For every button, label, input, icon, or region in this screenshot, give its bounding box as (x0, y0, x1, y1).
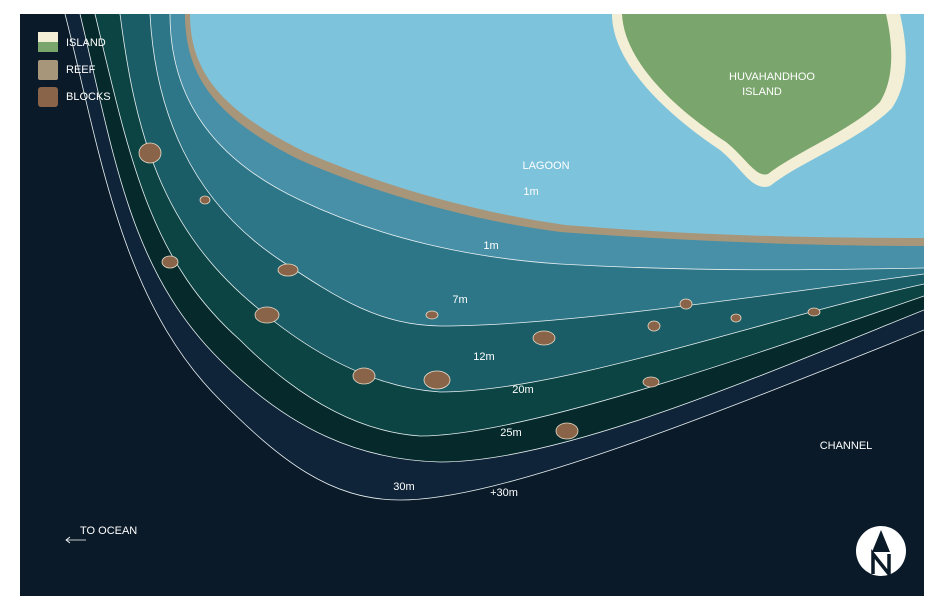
block (807, 307, 821, 317)
block (730, 313, 742, 323)
block (277, 263, 299, 277)
block (161, 255, 179, 269)
legend: ISLAND REEF BLOCKS (38, 32, 111, 107)
depth-label: 7m (452, 294, 467, 306)
depth-label: 25m (500, 427, 521, 439)
legend-swatch (38, 60, 58, 80)
legend-swatch (38, 32, 58, 42)
blocks (138, 142, 821, 440)
legend-label: REEF (66, 64, 96, 76)
map-body (20, 14, 924, 596)
legend-swatch (38, 87, 58, 107)
contour-line (79, 14, 924, 463)
depth-label: 12m (473, 351, 494, 363)
contour-line (169, 14, 924, 271)
depth-label: 1m (483, 240, 498, 252)
depth-label: 20m (512, 384, 533, 396)
block (254, 306, 280, 324)
depth-label: 30m (393, 481, 414, 493)
block (647, 320, 661, 332)
arrow-head (65, 536, 71, 544)
depth-label: +30m (490, 487, 518, 499)
contour-line (149, 14, 924, 327)
north-arrow (856, 526, 906, 579)
area-label: LAGOON (522, 160, 569, 172)
area-label: CHANNEL (820, 440, 873, 452)
legend-label: BLOCKS (66, 91, 111, 103)
block (555, 422, 579, 440)
contour-line (64, 14, 924, 501)
block (425, 310, 439, 320)
block (138, 142, 162, 164)
block (642, 376, 660, 388)
island (622, 14, 892, 175)
island-name: ISLAND (742, 86, 782, 98)
block (352, 367, 376, 385)
block (532, 330, 556, 346)
legend-swatch (38, 42, 58, 52)
legend-label: ISLAND (66, 37, 106, 49)
block (679, 298, 693, 310)
ocean-arrow: TO OCEAN (65, 525, 137, 544)
area-label: TO OCEAN (80, 525, 137, 537)
block (423, 370, 451, 390)
block (199, 195, 211, 205)
island-name: HUVAHANDHOO (729, 71, 815, 83)
compass-arrow (872, 530, 890, 552)
compass-n (871, 549, 891, 579)
depth-label: 1m (523, 186, 538, 198)
contour-line (94, 14, 924, 437)
